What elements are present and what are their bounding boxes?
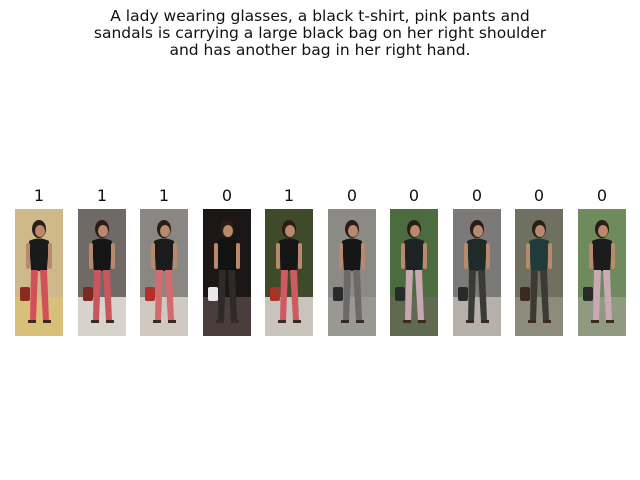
- match-label: 0: [221, 186, 233, 205]
- match-label: 0: [471, 186, 483, 205]
- person-image: [515, 209, 563, 336]
- match-label: 1: [283, 186, 295, 205]
- person-figure: [390, 209, 438, 336]
- match-label: 0: [408, 186, 420, 205]
- person-image: [203, 209, 251, 336]
- person-figure: [328, 209, 376, 336]
- match-label: 0: [596, 186, 608, 205]
- person-figure: [515, 209, 563, 336]
- person-figure: [578, 209, 626, 336]
- person-figure: [265, 209, 313, 336]
- person-image: [328, 209, 376, 336]
- person-image: [453, 209, 501, 336]
- person-image: [78, 209, 126, 336]
- person-image: [265, 209, 313, 336]
- person-figure: [203, 209, 251, 336]
- match-label: 1: [33, 186, 45, 205]
- person-image: [578, 209, 626, 336]
- caption-line-3: and has another bag in her right hand.: [169, 41, 471, 59]
- person-image: [15, 209, 63, 336]
- match-label: 0: [346, 186, 358, 205]
- match-label: 1: [158, 186, 170, 205]
- person-image: [140, 209, 188, 336]
- person-figure: [453, 209, 501, 336]
- person-figure: [15, 209, 63, 336]
- caption: A lady wearing glasses, a black t-shirt,…: [0, 8, 640, 59]
- match-label: 0: [533, 186, 545, 205]
- person-image: [390, 209, 438, 336]
- person-figure: [140, 209, 188, 336]
- caption-line-1: A lady wearing glasses, a black t-shirt,…: [110, 7, 530, 25]
- caption-line-2: sandals is carrying a large black bag on…: [93, 24, 547, 42]
- person-figure: [78, 209, 126, 336]
- match-label: 1: [96, 186, 108, 205]
